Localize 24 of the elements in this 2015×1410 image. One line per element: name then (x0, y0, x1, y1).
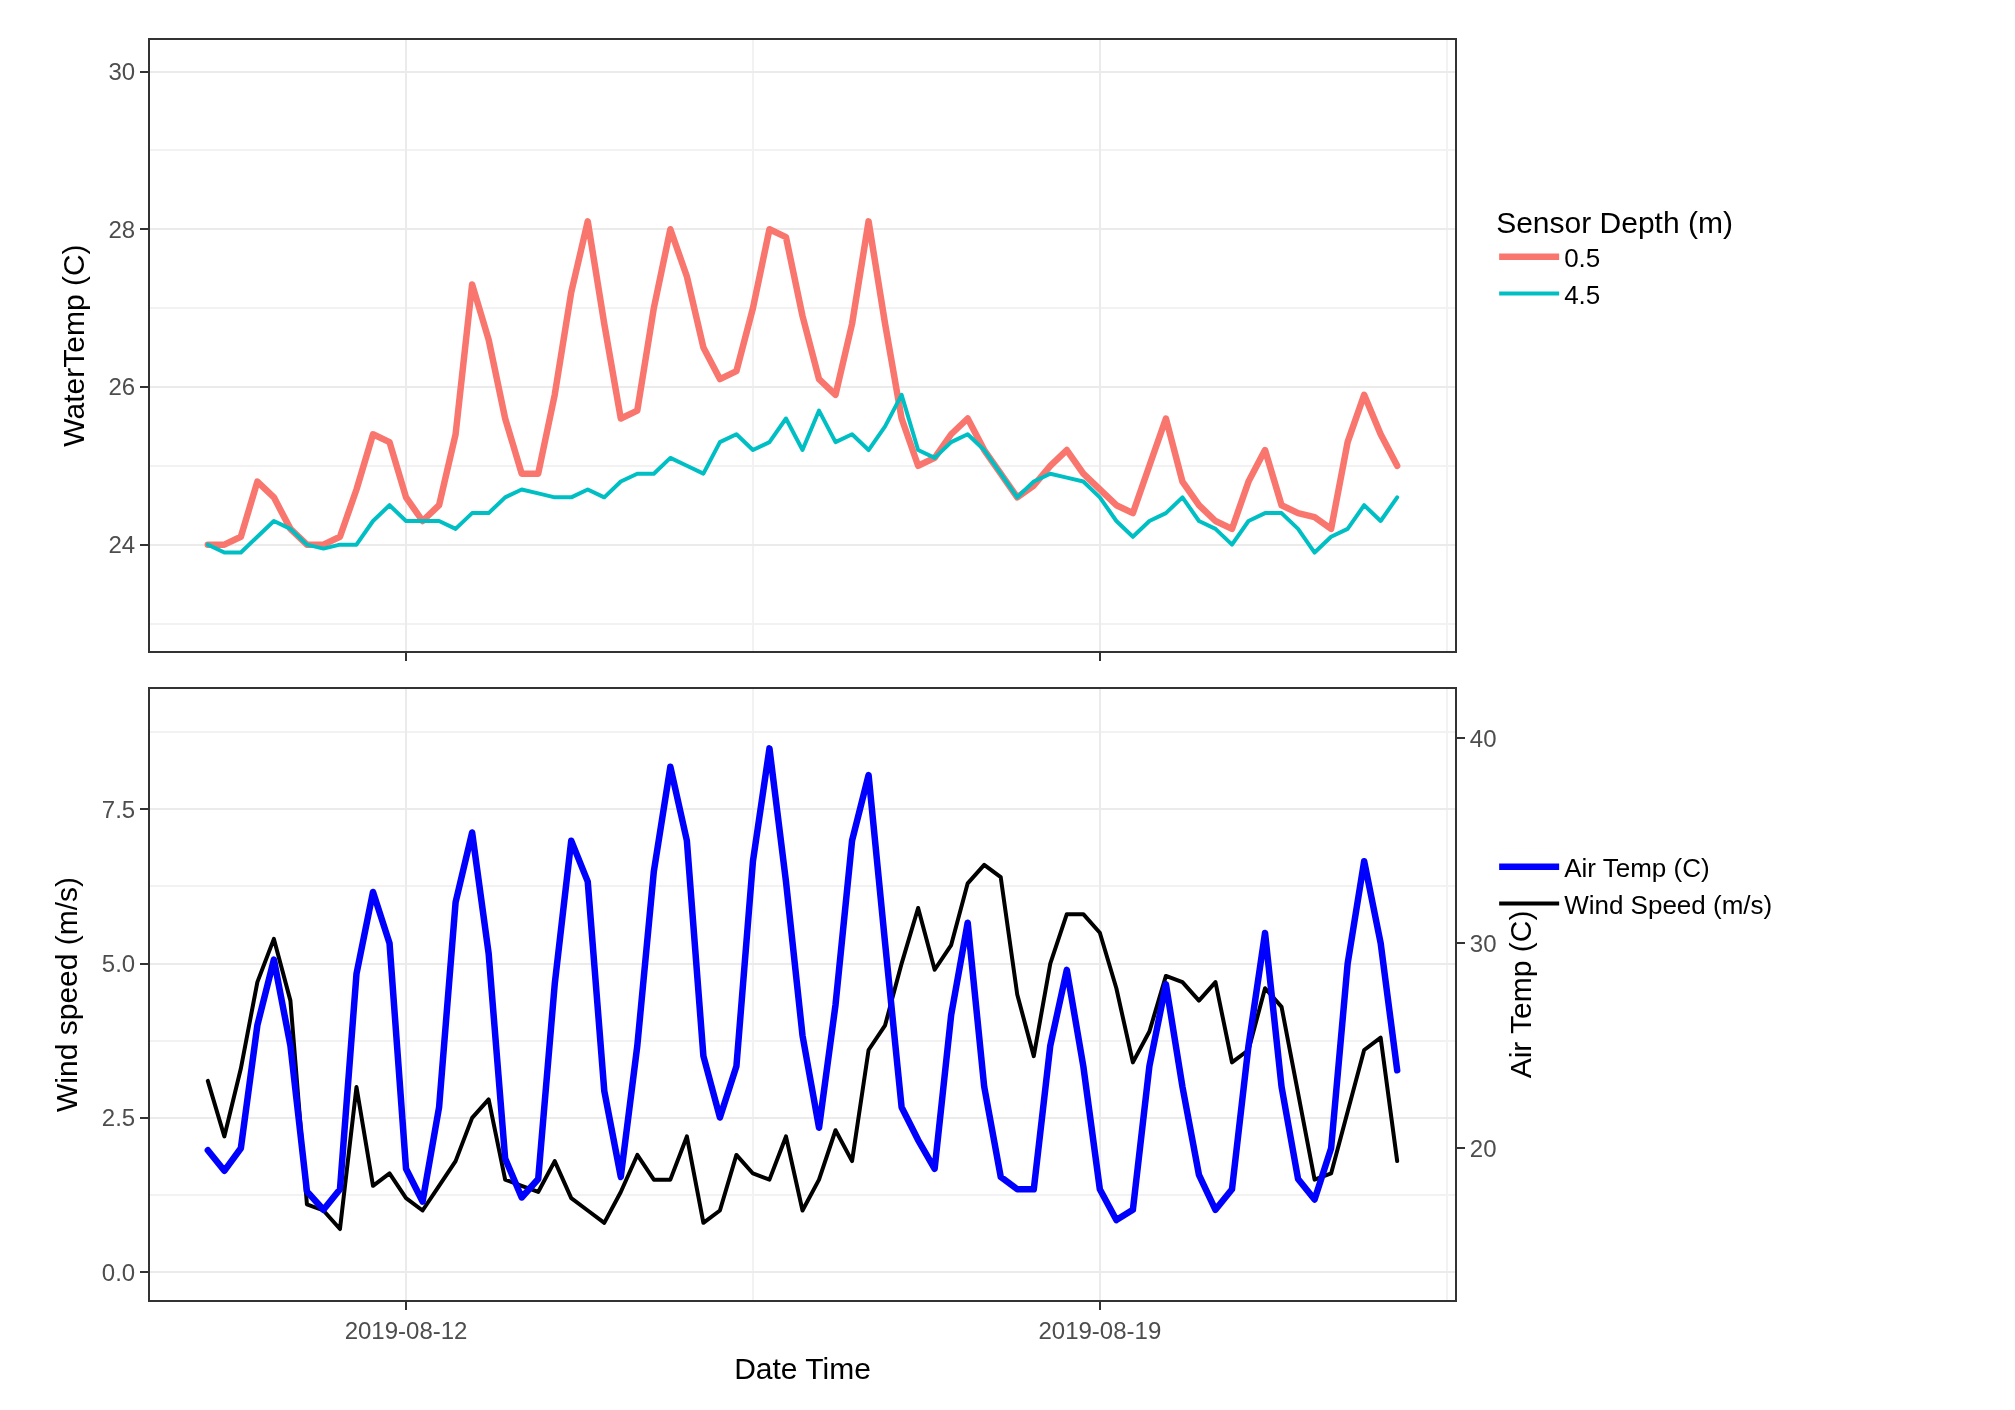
x-tick-label: 2019-08-19 (1038, 1316, 1162, 1344)
y2-tick-label: 30 (1469, 929, 1497, 957)
x-tick-label: 2019-08-12 (344, 1316, 468, 1344)
legend-label: 4.5 (1564, 279, 1601, 310)
y2-axis-title: Air Temp (C) (1504, 910, 1538, 1079)
y-tick-label: 24 (108, 531, 136, 559)
legend-title: Sensor Depth (m) (1496, 206, 1733, 240)
y-tick-label: 5.0 (101, 949, 136, 977)
y-axis-title: WaterTemp (C) (57, 244, 90, 447)
line-series (205, 862, 1400, 1232)
y-tick-label: 28 (108, 215, 136, 243)
y-tick-label: 0.0 (101, 1258, 136, 1286)
legend-label: Wind Speed (m/s) (1564, 889, 1773, 920)
legend-label: Air Temp (C) (1564, 852, 1710, 883)
y-tick-label: 2.5 (101, 1104, 136, 1132)
legend-label: 0.5 (1564, 242, 1601, 273)
y2-tick-label: 40 (1469, 724, 1497, 752)
y-tick-label: 7.5 (101, 795, 136, 823)
y-axis-title: Wind speed (m/s) (50, 876, 84, 1112)
y2-tick-label: 20 (1469, 1134, 1497, 1162)
x-axis-title: Date Time (734, 1351, 871, 1385)
y-tick-label: 30 (108, 57, 136, 85)
y-tick-label: 26 (108, 373, 136, 401)
line-series (205, 392, 1400, 555)
